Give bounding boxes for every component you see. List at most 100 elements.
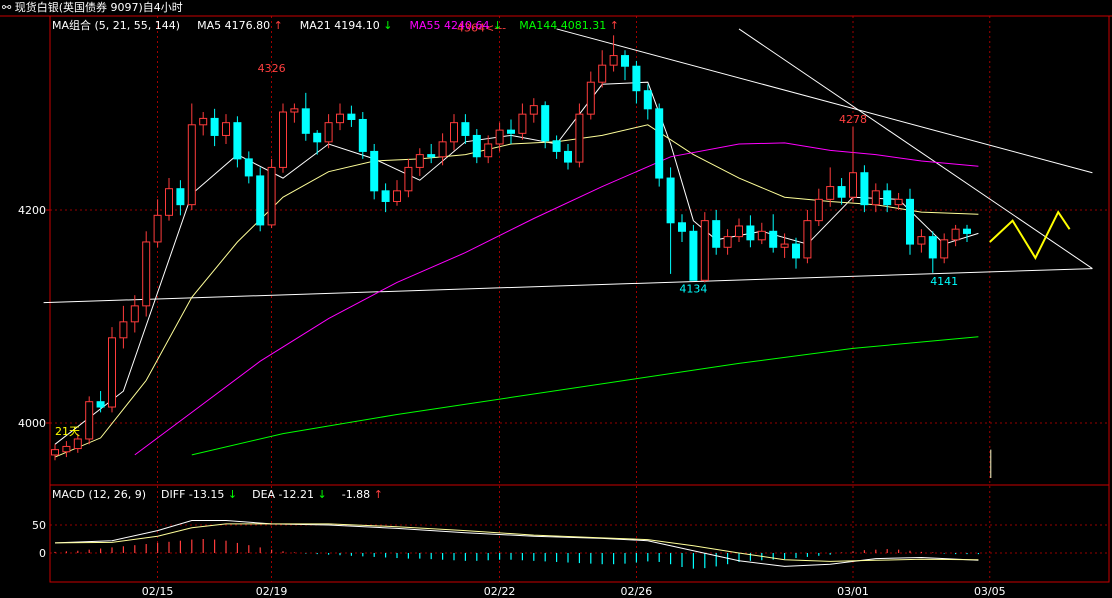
candle-body bbox=[244, 158, 253, 177]
candle-body bbox=[643, 90, 652, 110]
candle-body bbox=[313, 132, 322, 143]
candle-body bbox=[187, 124, 196, 206]
candle-body bbox=[381, 190, 390, 202]
candle-body bbox=[153, 214, 162, 243]
candle-body bbox=[256, 175, 265, 226]
candle-body bbox=[210, 117, 219, 136]
candle-body bbox=[130, 305, 139, 323]
macd-legend: MACD (12, 26, 9) DIFF -13.15 ↓ DEA -12.2… bbox=[52, 488, 383, 501]
ma55-arrow-icon: ↓ bbox=[493, 19, 503, 32]
dea-value: DEA -12.21 bbox=[252, 488, 314, 501]
trendline bbox=[43, 268, 1093, 304]
diff-line bbox=[54, 520, 979, 567]
candle-body bbox=[678, 222, 686, 232]
candle-body bbox=[461, 122, 470, 136]
macd-tick-label: 0 bbox=[39, 547, 46, 560]
candle-body bbox=[735, 225, 743, 238]
candle-body bbox=[484, 143, 493, 158]
macd-arrow-icon: ↑ bbox=[373, 488, 383, 501]
macd-value: -1.88 bbox=[341, 488, 371, 501]
candle-body bbox=[814, 198, 823, 222]
candle-body bbox=[119, 321, 128, 339]
candle-body bbox=[51, 449, 59, 456]
candle-body bbox=[347, 113, 356, 120]
ma55-value: MA55 4240.64 bbox=[409, 19, 490, 32]
ma-group-label: MA组合 (5, 21, 55, 144) bbox=[52, 19, 181, 32]
candle-body bbox=[73, 438, 82, 450]
candle-body bbox=[358, 118, 367, 152]
candle-body bbox=[96, 401, 105, 408]
candle-body bbox=[370, 150, 379, 192]
candle-body bbox=[655, 108, 664, 179]
candle-body bbox=[837, 186, 846, 198]
candle-body bbox=[199, 117, 208, 126]
candle-body bbox=[290, 108, 299, 113]
candle-body bbox=[826, 186, 835, 200]
ma144-arrow-icon: ↑ bbox=[609, 19, 619, 32]
candle-body bbox=[883, 190, 892, 206]
candle-body bbox=[871, 190, 880, 206]
candle-body bbox=[598, 64, 607, 83]
candle-body bbox=[963, 228, 971, 234]
candle-body bbox=[233, 122, 242, 160]
candle-body bbox=[666, 177, 675, 224]
ma21-value: MA21 4194.10 bbox=[299, 19, 380, 32]
candle-body bbox=[279, 111, 287, 168]
price-annotation: 4134 bbox=[679, 282, 707, 295]
window-title: 现货白银(英国债券 9097)自4小时 bbox=[14, 1, 183, 14]
candle-body bbox=[450, 122, 458, 143]
trendline bbox=[738, 28, 1093, 269]
candle-body bbox=[324, 122, 333, 143]
price-annotation: 4326 bbox=[258, 62, 286, 75]
candle-body bbox=[108, 337, 116, 408]
ma-legend: MA组合 (5, 21, 55, 144) MA5 4176.80 ↑ MA21… bbox=[52, 19, 619, 32]
trendline bbox=[556, 28, 1093, 174]
price-annotation: 4364<--- bbox=[457, 21, 506, 34]
candle-body bbox=[700, 220, 709, 281]
candle-body bbox=[427, 154, 436, 158]
diff-value: DIFF -13.15 bbox=[161, 488, 225, 501]
candle-body bbox=[142, 241, 151, 307]
candle-body bbox=[849, 172, 857, 198]
price-tick-label: 4000 bbox=[18, 417, 46, 430]
candle-body bbox=[780, 243, 789, 248]
candle-body bbox=[746, 225, 755, 241]
candle-body bbox=[792, 243, 800, 259]
macd-tick-label: 50 bbox=[32, 519, 46, 532]
price-annotation: 4278 bbox=[839, 113, 867, 126]
candle-body bbox=[621, 55, 629, 67]
candle-body bbox=[894, 198, 903, 206]
candle-body bbox=[393, 190, 401, 202]
ma5-arrow-icon: ↑ bbox=[273, 19, 283, 32]
candle-body bbox=[518, 113, 527, 134]
candle-body bbox=[472, 134, 481, 158]
candle-body bbox=[712, 220, 721, 248]
candle-body bbox=[575, 113, 584, 163]
date-tick-label: 02/26 bbox=[621, 585, 653, 598]
candle-body bbox=[541, 105, 550, 142]
candle-body bbox=[757, 230, 766, 241]
candle-body bbox=[85, 401, 94, 440]
ma5-value: MA5 4176.80 bbox=[197, 19, 271, 32]
diff-arrow-icon: ↓ bbox=[227, 488, 238, 501]
price-tick-label: 4200 bbox=[18, 204, 46, 217]
projection-zigzag bbox=[989, 210, 1071, 260]
price-annotation: 4141 bbox=[930, 275, 958, 288]
date-tick-label: 02/19 bbox=[256, 585, 288, 598]
candle-body bbox=[529, 105, 538, 115]
date-tick-label: 02/15 bbox=[142, 585, 174, 598]
ma21-arrow-icon: ↓ bbox=[383, 19, 393, 32]
dea-arrow-icon: ↓ bbox=[317, 488, 327, 501]
candle-body bbox=[62, 445, 71, 453]
candle-body bbox=[495, 129, 504, 145]
candle-body bbox=[176, 188, 185, 206]
candle-body bbox=[586, 81, 595, 115]
candle-body bbox=[415, 154, 424, 168]
candle-body bbox=[165, 188, 173, 216]
macd-label: MACD (12, 26, 9) bbox=[52, 488, 147, 501]
candle-body bbox=[609, 55, 618, 66]
candle-body bbox=[906, 198, 914, 245]
candle-body bbox=[951, 228, 960, 241]
candle-body bbox=[267, 166, 276, 226]
